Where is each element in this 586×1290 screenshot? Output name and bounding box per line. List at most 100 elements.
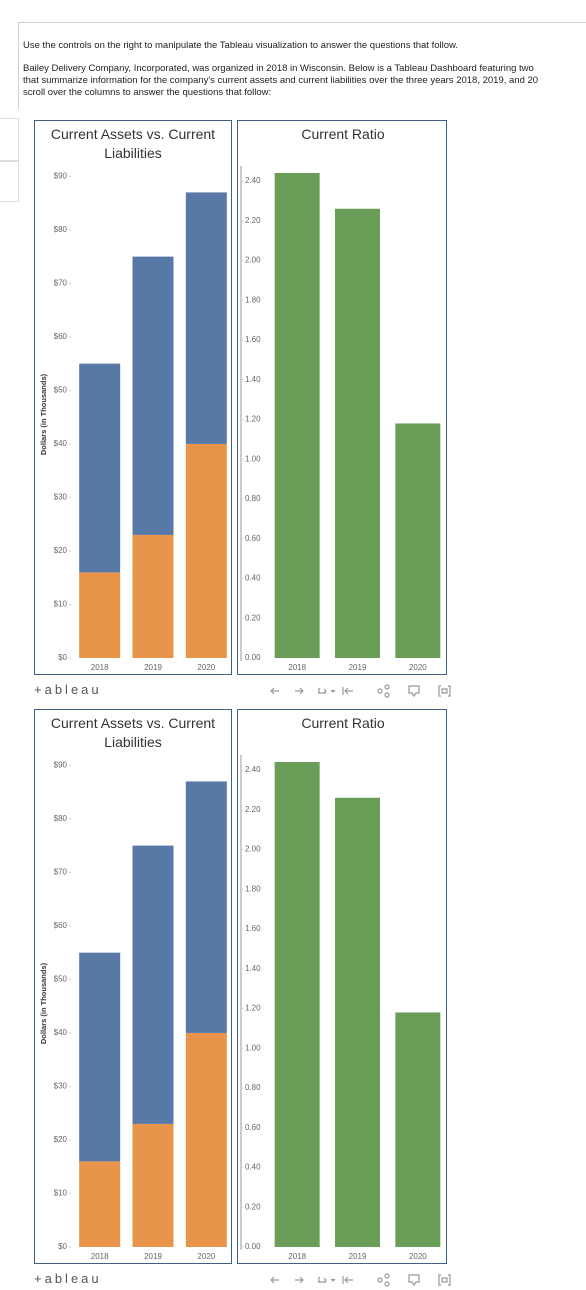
bar bbox=[395, 1012, 441, 1247]
bar-segment bbox=[185, 1032, 227, 1247]
y-tick-label: 2.00 bbox=[245, 256, 261, 265]
chart: 0.00 0.20 0.40 0.60 0.80 1.00 1.20 1.40 1.60 1.80… bbox=[237, 709, 447, 1264]
y-tick-label: 0.00 bbox=[245, 1242, 261, 1251]
y-tick-label: $20 bbox=[54, 1135, 68, 1144]
y-tick-label: $20 bbox=[54, 546, 68, 555]
y-tick-label: $30 bbox=[54, 1082, 68, 1091]
paragraph-line: that summarize information for the compa… bbox=[23, 75, 539, 86]
bar bbox=[335, 208, 380, 659]
y-tick-label: $10 bbox=[54, 1189, 68, 1198]
bar-segment bbox=[132, 845, 174, 1124]
x-tick-label: 2018 bbox=[288, 1252, 306, 1261]
toolbar-icons bbox=[270, 684, 451, 698]
bar-segment bbox=[132, 256, 174, 535]
bar bbox=[274, 172, 320, 658]
y-tick-label: 0.20 bbox=[245, 613, 261, 622]
chart-svg: Dollars (in Thousands) $0 $10 $20 $30 $40 $50 $… bbox=[39, 760, 227, 1261]
bar-segment bbox=[79, 952, 121, 1162]
y-tick-label: 1.00 bbox=[245, 1043, 261, 1052]
y-tick-label: 1.20 bbox=[245, 415, 261, 424]
bar-segment bbox=[79, 572, 121, 658]
x-tick-label: 2018 bbox=[288, 663, 306, 672]
y-tick-label: $30 bbox=[54, 493, 68, 502]
x-tick-label: 2019 bbox=[144, 663, 162, 672]
tableau-logo: +ableau bbox=[34, 682, 102, 697]
y-tick-label: 2.40 bbox=[245, 765, 261, 774]
bar-segment bbox=[132, 534, 174, 658]
y-tick-label: 2.40 bbox=[245, 176, 261, 185]
chart-title: Current Assets vs. Current Liabilities bbox=[50, 126, 216, 161]
toolbar-icons bbox=[270, 1273, 451, 1287]
chart: 0.00 0.20 0.40 0.60 0.80 1.00 1.20 1.40 1.60 1.80… bbox=[237, 120, 447, 675]
chart-svg: Dollars (in Thousands) $0 $10 $20 $30 $40 $50 $… bbox=[39, 171, 227, 672]
bar-segment bbox=[79, 363, 121, 573]
y-tick-label: 1.40 bbox=[245, 375, 261, 384]
y-tick-label: $60 bbox=[54, 332, 68, 341]
y-axis-title: Dollars (in Thousands) bbox=[39, 373, 48, 455]
y-tick-label: $10 bbox=[54, 600, 68, 609]
y-tick-label: $80 bbox=[54, 225, 68, 234]
bar-segment bbox=[79, 1161, 121, 1247]
y-tick-label: 0.80 bbox=[245, 494, 261, 503]
chart-svg: 0.00 0.20 0.40 0.60 0.80 1.00 1.20 1.40 1.60 1.80… bbox=[240, 755, 441, 1261]
y-tick-label: $0 bbox=[58, 1242, 67, 1251]
y-tick-label: $90 bbox=[54, 171, 68, 180]
bar-segment bbox=[185, 192, 227, 444]
side-tab[interactable] bbox=[0, 160, 19, 202]
y-tick-label: 0.60 bbox=[245, 1123, 261, 1132]
x-tick-label: 2019 bbox=[349, 663, 367, 672]
y-tick-label: 1.40 bbox=[245, 964, 261, 973]
icons[interactable] bbox=[270, 684, 451, 698]
chart-svg: 0.00 0.20 0.40 0.60 0.80 1.00 1.20 1.40 1.60 1.80… bbox=[240, 166, 441, 672]
chart-title: Current Ratio bbox=[301, 126, 385, 142]
paragraph-line: scroll over the columns to answer the qu… bbox=[23, 87, 272, 98]
side-tab[interactable] bbox=[0, 118, 19, 162]
x-tick-label: 2018 bbox=[91, 1252, 109, 1261]
chart-title: Current Assets vs. Current Liabilities bbox=[50, 715, 216, 750]
y-tick-label: $70 bbox=[54, 278, 68, 287]
x-tick-label: 2020 bbox=[197, 663, 215, 672]
y-tick-label: 0.20 bbox=[245, 1202, 261, 1211]
y-tick-label: $50 bbox=[54, 386, 68, 395]
chart: Dollars (in Thousands) $0 $10 $20 $30 $40 $50 $… bbox=[34, 709, 232, 1264]
bar-segment bbox=[132, 1123, 174, 1247]
question-panel: Use the controls on the right to manipul… bbox=[18, 22, 586, 109]
y-tick-label: $0 bbox=[58, 653, 67, 662]
x-tick-label: 2020 bbox=[409, 1252, 427, 1261]
y-tick-label: 0.80 bbox=[245, 1083, 261, 1092]
tableau-logo: +ableau bbox=[34, 1271, 102, 1286]
chart-title: Current Ratio bbox=[301, 715, 385, 731]
y-tick-label: $70 bbox=[54, 867, 68, 876]
x-tick-label: 2019 bbox=[349, 1252, 367, 1261]
x-tick-label: 2018 bbox=[91, 663, 109, 672]
y-tick-label: 2.20 bbox=[245, 216, 261, 225]
y-tick-label: $90 bbox=[54, 760, 68, 769]
y-tick-label: 0.40 bbox=[245, 1163, 261, 1172]
y-tick-label: 1.00 bbox=[245, 454, 261, 463]
bar-segment bbox=[185, 781, 227, 1033]
instructions: Use the controls on the right to manipul… bbox=[23, 40, 458, 51]
y-tick-label: 2.00 bbox=[245, 845, 261, 854]
paragraph-line: Bailey Delivery Company, Incorporated, w… bbox=[23, 63, 534, 74]
x-tick-label: 2019 bbox=[144, 1252, 162, 1261]
y-tick-label: 0.60 bbox=[245, 534, 261, 543]
y-tick-label: 1.60 bbox=[245, 335, 261, 344]
y-axis-title: Dollars (in Thousands) bbox=[39, 962, 48, 1044]
bar bbox=[274, 761, 320, 1247]
y-tick-label: 1.80 bbox=[245, 295, 261, 304]
y-tick-label: 2.20 bbox=[245, 805, 261, 814]
toolbar: +ableau bbox=[34, 682, 454, 700]
y-tick-label: $40 bbox=[54, 439, 68, 448]
y-tick-label: 1.80 bbox=[245, 884, 261, 893]
icons[interactable] bbox=[270, 1273, 451, 1287]
y-tick-label: $50 bbox=[54, 975, 68, 984]
y-tick-label: $40 bbox=[54, 1028, 68, 1037]
y-tick-label: $80 bbox=[54, 814, 68, 823]
toolbar: +ableau bbox=[34, 1271, 454, 1289]
y-tick-label: 1.60 bbox=[245, 924, 261, 933]
bar bbox=[395, 423, 441, 658]
x-tick-label: 2020 bbox=[197, 1252, 215, 1261]
y-tick-label: $60 bbox=[54, 921, 68, 930]
bar-segment bbox=[185, 443, 227, 658]
